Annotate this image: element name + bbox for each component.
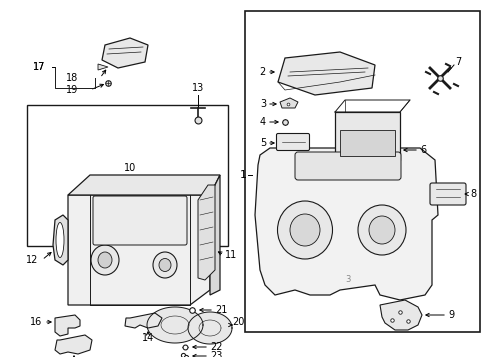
Text: 3: 3 xyxy=(345,276,350,285)
Text: 22: 22 xyxy=(210,342,222,352)
Ellipse shape xyxy=(159,258,171,272)
Text: 3: 3 xyxy=(259,99,265,109)
Text: 21: 21 xyxy=(214,305,227,315)
Bar xyxy=(244,11,479,332)
Ellipse shape xyxy=(277,201,332,259)
Ellipse shape xyxy=(289,214,319,246)
Ellipse shape xyxy=(56,222,64,257)
Polygon shape xyxy=(98,64,108,70)
Bar xyxy=(334,112,399,160)
Polygon shape xyxy=(197,185,214,280)
Text: 18: 18 xyxy=(66,73,78,83)
Polygon shape xyxy=(255,148,437,300)
FancyBboxPatch shape xyxy=(93,196,187,245)
Text: 9: 9 xyxy=(447,310,453,320)
Text: 19: 19 xyxy=(66,85,78,95)
Text: 10: 10 xyxy=(123,163,136,173)
Text: 17: 17 xyxy=(32,62,45,72)
Ellipse shape xyxy=(98,252,112,268)
Bar xyxy=(339,130,394,156)
FancyBboxPatch shape xyxy=(429,183,465,205)
Text: 14: 14 xyxy=(142,333,154,343)
Text: 20: 20 xyxy=(231,317,244,327)
Polygon shape xyxy=(279,98,297,108)
Polygon shape xyxy=(68,175,220,195)
Polygon shape xyxy=(55,315,80,336)
Polygon shape xyxy=(68,195,210,305)
Text: 8: 8 xyxy=(469,189,475,199)
Text: 16: 16 xyxy=(30,317,42,327)
FancyBboxPatch shape xyxy=(294,152,400,180)
Polygon shape xyxy=(188,312,231,344)
Text: 6: 6 xyxy=(419,145,425,155)
Polygon shape xyxy=(55,335,92,354)
Text: 11: 11 xyxy=(225,250,237,260)
Polygon shape xyxy=(277,52,374,95)
Text: 23: 23 xyxy=(210,351,222,357)
Ellipse shape xyxy=(152,252,177,278)
Text: 4: 4 xyxy=(259,117,265,127)
Polygon shape xyxy=(147,307,203,343)
Bar xyxy=(27,105,227,246)
Text: 2: 2 xyxy=(259,67,265,77)
Text: 5: 5 xyxy=(259,138,265,148)
Text: 13: 13 xyxy=(192,83,204,93)
Polygon shape xyxy=(210,175,220,295)
Polygon shape xyxy=(379,300,421,330)
Text: 1: 1 xyxy=(240,170,246,180)
Ellipse shape xyxy=(368,216,394,244)
Ellipse shape xyxy=(357,205,405,255)
Text: 7: 7 xyxy=(454,57,460,67)
FancyBboxPatch shape xyxy=(276,134,309,151)
Ellipse shape xyxy=(91,245,119,275)
Text: 17: 17 xyxy=(32,62,45,72)
Text: 12: 12 xyxy=(26,255,38,265)
Polygon shape xyxy=(53,215,68,265)
Polygon shape xyxy=(102,38,148,68)
Polygon shape xyxy=(125,313,162,328)
